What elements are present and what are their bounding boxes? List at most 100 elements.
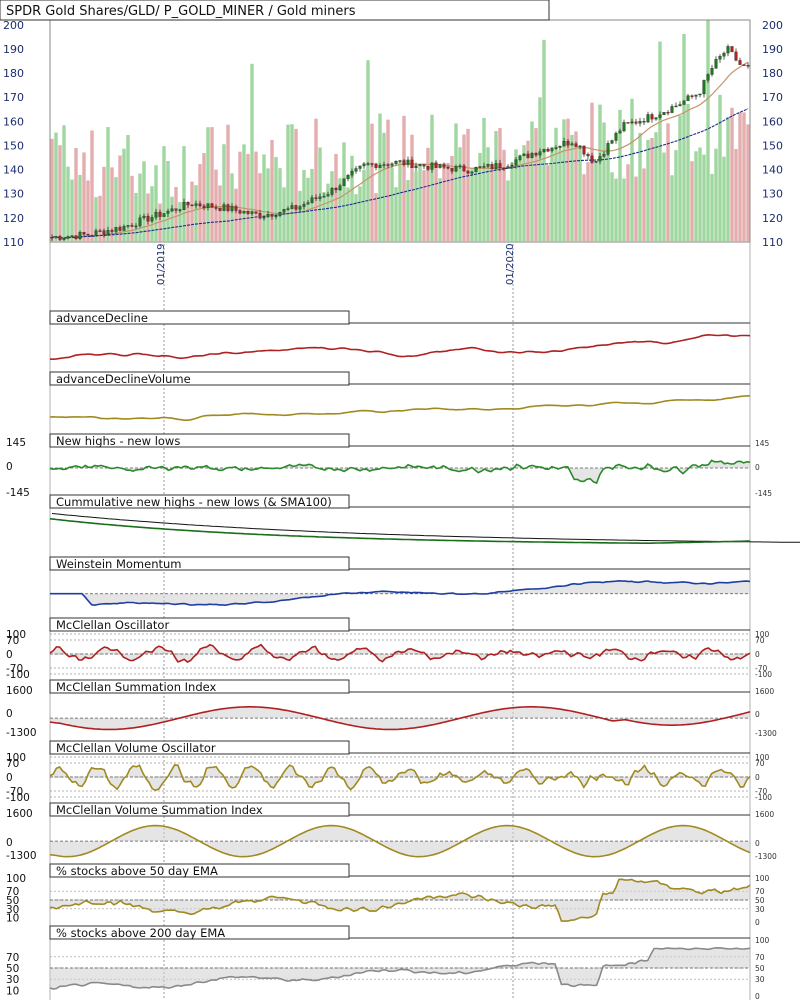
volume-bar [610, 172, 614, 242]
price-tick-left: 170 [3, 91, 24, 104]
candle-body [74, 235, 78, 239]
volume-bar [390, 167, 394, 242]
candle-body [378, 164, 382, 168]
candle-body [90, 235, 94, 237]
volume-bar [502, 149, 506, 242]
volume-bar [674, 150, 678, 242]
volume-bar [730, 107, 734, 242]
volume-bar [374, 193, 378, 242]
candle-body [466, 170, 470, 174]
candle-body [102, 230, 106, 235]
candle-body [246, 211, 250, 214]
panel-tick-right: -1300 [755, 852, 777, 861]
volume-bar [514, 149, 518, 242]
candle-body [478, 166, 482, 168]
panel-tick-left: 30 [6, 974, 19, 986]
volume-bar [262, 154, 266, 242]
volume-bar [354, 194, 358, 242]
panel-tick-left: 1600 [6, 808, 33, 820]
x-tick-label: 01/2019 [156, 243, 167, 285]
candle-body [646, 114, 650, 123]
candle-body [394, 161, 398, 164]
candle-body [182, 201, 186, 210]
panel-tick-left: 100 [6, 873, 26, 885]
candle-body [174, 208, 178, 211]
volume-bar [154, 165, 158, 242]
candle-body [186, 201, 190, 206]
candle-body [418, 164, 422, 166]
candle-body [62, 238, 66, 240]
candle-body [522, 153, 526, 156]
candle-body [490, 164, 494, 169]
candle-body [614, 132, 618, 141]
panel-tick-right: 0 [755, 463, 760, 472]
volume-bar [450, 156, 454, 242]
panel-title-box [49, 863, 350, 878]
volume-bar [406, 180, 410, 242]
volume-bar [510, 162, 514, 242]
volume-bar [90, 130, 94, 242]
volume-bar [254, 151, 258, 242]
volume-bar [702, 154, 706, 242]
volume-bar [542, 39, 546, 242]
panel-tick-left: -100 [6, 669, 30, 681]
candle-body [178, 209, 182, 211]
volume-bar [442, 163, 446, 242]
candle-body [70, 235, 74, 237]
panel-title-box [49, 617, 350, 632]
panel-tick-left: 0 [6, 708, 13, 720]
candle-body [374, 163, 378, 168]
candle-body [170, 208, 174, 212]
volume-bar [174, 187, 178, 242]
panel-nhnl [49, 445, 751, 485]
candle-body [50, 237, 54, 239]
candle-body [354, 168, 358, 172]
volume-bar [526, 140, 530, 242]
candle-body [666, 112, 670, 114]
volume-bar [418, 164, 422, 242]
candle-body [606, 143, 610, 155]
panel-tick-left: 145 [6, 437, 26, 449]
sma-long-line [51, 108, 749, 239]
candle-body [298, 206, 302, 210]
candle-body [598, 156, 602, 162]
volume-bar [414, 171, 418, 242]
candle-body [226, 204, 230, 211]
candle-body [690, 95, 694, 97]
volume-bar [330, 171, 334, 242]
panel-tick-left: 100 [6, 752, 26, 764]
candle-body [494, 163, 498, 169]
panel-tick-right: 0 [755, 773, 760, 782]
volume-bar [122, 148, 126, 242]
candle-body [258, 213, 262, 219]
volume-bar [506, 180, 510, 242]
price-tick-right: 200 [762, 19, 783, 32]
volume-bar [690, 161, 694, 242]
panel-tick-left: -70 [6, 663, 23, 675]
candle-body [322, 196, 326, 198]
candle-body [146, 215, 150, 222]
volume-bar [666, 123, 670, 242]
panel-tick-right: 100 [755, 753, 770, 762]
volume-bar [358, 186, 362, 242]
panel-tick-right: 70 [755, 759, 765, 768]
panel-ad [49, 322, 751, 361]
indicator-panels [49, 322, 800, 990]
panel-tick-left: -1300 [6, 727, 37, 739]
candle-body [66, 236, 70, 239]
candle-body [238, 210, 242, 214]
panel-tick-right: 145 [755, 439, 770, 448]
candle-body [550, 147, 554, 152]
panel-tick-right: 1600 [755, 810, 774, 819]
candle-body [266, 214, 270, 218]
volume-bar [286, 124, 290, 242]
volume-bar [66, 166, 70, 242]
volume-bar [246, 153, 250, 242]
candle-body [370, 163, 374, 165]
volume-bar [430, 114, 434, 242]
candle-body [106, 230, 110, 235]
panel-p50 [49, 875, 751, 922]
candle-body [502, 167, 506, 170]
volume-bar [634, 176, 638, 242]
